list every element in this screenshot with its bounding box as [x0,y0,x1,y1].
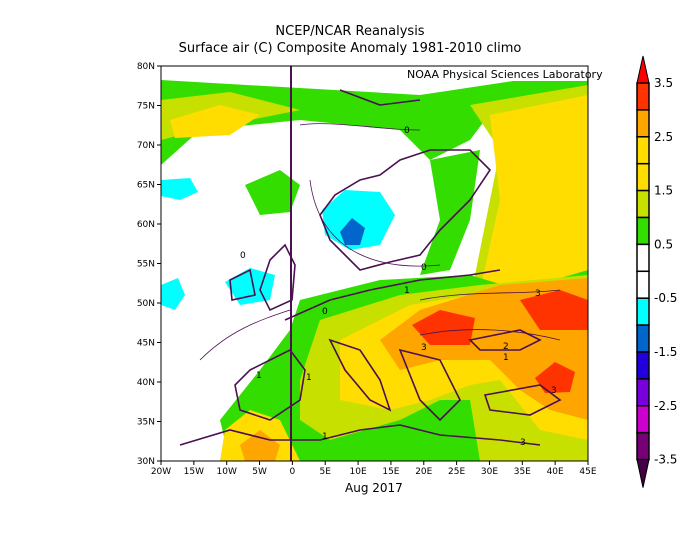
colorbar-swatch [636,243,650,273]
colorbar-swatch [636,297,650,326]
colorbar-label: -3.5 [654,453,677,467]
contour-label: 0 [421,263,427,273]
colorbar-swatch [636,109,650,138]
date-label: Aug 2017 [345,481,403,495]
atlantic-green-blob [245,170,300,215]
x-tick-label: 45E [579,467,596,477]
contour-label: 3 [421,343,427,353]
colorbar-swatch [636,351,650,380]
coastlines [179,89,562,446]
colorbar-label: 3.5 [654,76,673,90]
contour-labels: 0 0 0 0 1 1 1 1 1 2 3 3 3 3 [240,126,557,448]
x-tick-label: 5E [320,467,332,477]
y-tick-label: 80N [137,62,155,72]
colorbar-swatch [636,216,650,246]
cyan-scandinavia [322,190,395,250]
cyan-greenland-sea [161,178,198,200]
contour-label: 3 [535,289,541,299]
hot-red-russia [520,290,588,330]
x-tick-label: 15E [382,467,399,477]
colorbar-swatch [636,405,650,434]
y-tick-label: 50N [137,299,155,309]
colorbar-label: -0.5 [654,291,677,305]
y-tick-label: 75N [137,102,155,112]
colorbar: 3.5 2.5 1.5 0.5 -0.5 -1.5 -2.5 -3.5 [636,55,677,488]
contour-label: 3 [551,386,557,396]
contour-label: 2 [503,342,509,352]
x-tick-label: 5W [252,467,267,477]
colorbar-swatch [636,136,650,165]
x-tick-label: 40E [547,467,564,477]
x-tick-label: 10W [217,467,237,477]
east-yellow [480,95,588,300]
y-tick-label: 35N [137,418,155,428]
green-scandinavia-east [420,150,480,275]
colorbar-label: 1.5 [654,184,673,198]
colorbar-swatch [636,431,650,461]
blue-scandinavia [340,218,365,245]
colorbar-swatch [636,82,650,111]
y-tick-label: 40N [137,378,155,388]
contour-lines [199,123,561,361]
y-tick-label: 45N [137,339,155,349]
chart-subtitle: Surface air (C) Composite Anomaly 1981-2… [178,41,522,56]
colorbar-swatch [636,189,650,219]
hot-red-caucasus [535,362,575,393]
colorbar-label: 2.5 [654,130,673,144]
contour-label: 0 [322,307,328,317]
x-tick-label: 20W [151,467,171,477]
colorbar-label: -1.5 [654,345,677,359]
colorbar-over-arrow [636,55,650,84]
colorbar-swatch [636,162,650,192]
iberia-orange [240,430,280,461]
chart-title: NCEP/NCAR Reanalysis [275,24,425,39]
colorbar-swatch [636,378,650,407]
arctic-yellow [170,105,260,138]
x-tick-label: 15W [184,467,204,477]
cyan-atlantic [161,278,185,310]
x-axis-ticks: 20W 15W 10W 5W 0 5E 10E 15E 20E 25E 30E 35E 40E 45E [151,461,597,477]
contour-label: 0 [240,251,246,261]
contour-label: 3 [520,438,526,448]
x-tick-label: 30E [481,467,498,477]
colorbar-under-arrow [636,459,650,488]
colorbar-label: -2.5 [654,399,677,413]
contour-label: 1 [306,373,312,383]
y-tick-label: 60N [137,220,155,230]
map-field [161,66,588,461]
contour-label: 0 [404,126,410,136]
credit-label: NOAA Physical Sciences Laboratory [407,68,603,81]
x-tick-label: 20E [415,467,432,477]
contour-label: 1 [503,353,509,363]
x-tick-label: 10E [350,467,367,477]
arctic-green-band [161,78,588,165]
y-tick-label: 55N [137,260,155,270]
contour-label: 1 [322,432,328,442]
contour-label: 1 [404,286,410,296]
hot-red-balkans [412,310,475,345]
colorbar-swatch [636,270,650,299]
y-tick-label: 30N [137,457,155,467]
x-tick-label: 35E [514,467,531,477]
contour-label: 1 [256,371,262,381]
y-axis-ticks: 80N 75N 70N 65N 60N 55N 50N 45N 40N 35N 30N [137,62,161,467]
colorbar-label: 0.5 [654,237,673,251]
x-tick-label: 25E [448,467,465,477]
x-tick-label: 0 [290,467,296,477]
y-tick-label: 70N [137,141,155,151]
colorbar-swatch [636,324,650,353]
y-tick-label: 65N [137,181,155,191]
